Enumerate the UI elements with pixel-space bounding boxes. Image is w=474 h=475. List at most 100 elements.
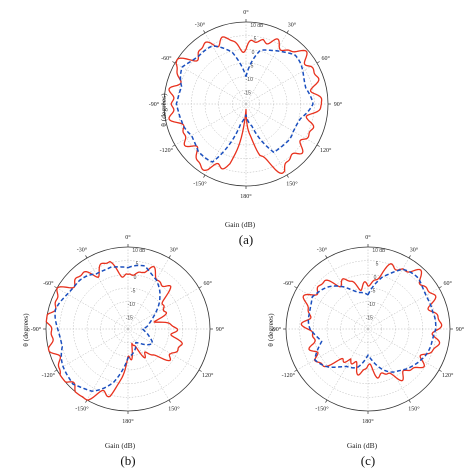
angle-tick-mark — [325, 399, 328, 403]
grid-circle — [86, 287, 170, 371]
angle-tick-label: -150° — [193, 181, 207, 188]
radial-tick-label: -15 — [244, 90, 251, 96]
angle-tick-mark — [54, 286, 58, 289]
angle-tick-mark — [54, 369, 58, 372]
angle-tick-label: -30° — [77, 246, 88, 253]
radial-tick-label: 5 — [376, 261, 379, 267]
angle-tick-mark — [198, 286, 202, 289]
radial-tick-label: 0 — [252, 50, 255, 56]
angle-tick-label: -90° — [271, 326, 282, 333]
angle-tick-label: 90° — [334, 101, 343, 108]
angle-tick-mark — [172, 61, 176, 64]
angle-tick-mark — [168, 399, 171, 403]
radial-tick-label: -5 — [371, 288, 376, 294]
grid-circle — [177, 35, 315, 173]
angle-tick-label: 0° — [365, 234, 371, 241]
angle-tick-label: 0° — [125, 234, 131, 241]
gain-label-a: Gain (dB) — [225, 220, 256, 229]
angle-tick-label: -30° — [195, 21, 206, 28]
angle-tick-label: 120° — [202, 372, 214, 379]
radial-tick-label: -10 — [128, 302, 135, 308]
grid-spoke — [56, 328, 129, 371]
theta-label-c: θ (degrees) — [266, 313, 275, 347]
angle-tick-label: 90° — [456, 326, 465, 333]
theta-label-a: θ (degrees) — [159, 93, 168, 127]
series-line-solid — [45, 260, 183, 401]
angle-tick-label: 150° — [286, 181, 298, 188]
angle-tick-mark — [316, 61, 320, 64]
radial-tick-label: 5 — [136, 261, 139, 267]
radial-tick-label: 0 — [374, 275, 377, 281]
gain-label-c: Gain (dB) — [347, 441, 378, 450]
angle-tick-label: -60° — [43, 280, 54, 287]
series-line-solid — [300, 263, 443, 382]
angle-tick-label: 0° — [243, 9, 249, 16]
angle-tick-mark — [294, 286, 298, 289]
angle-tick-mark — [325, 255, 328, 259]
grid-spoke — [86, 328, 129, 401]
angle-tick-mark — [438, 369, 442, 372]
angle-tick-mark — [203, 30, 206, 34]
grid-spoke — [245, 62, 318, 105]
grid-circle — [114, 315, 142, 343]
radial-tick-label: -5 — [131, 288, 136, 294]
angle-tick-label: -120° — [160, 147, 174, 154]
angle-tick-label: -120° — [282, 372, 296, 379]
angle-tick-label: 150° — [168, 406, 180, 413]
angle-tick-mark — [172, 144, 176, 147]
grid-circle — [204, 62, 288, 146]
radial-tick-label: -10 — [246, 77, 253, 83]
radial-tick-label: 10 dB — [132, 248, 146, 254]
angle-tick-label: 180° — [122, 418, 134, 425]
polar-chart-b: 0° 30° 60° 90° 120° 150° 180° -150° -120° -90° -60… — [31, 234, 225, 425]
angle-tick-label: 150° — [408, 406, 420, 413]
angle-tick-label: -150° — [75, 406, 89, 413]
angle-tick-label: 60° — [203, 280, 212, 287]
angle-tick-mark — [408, 399, 411, 403]
angle-tick-label: 60° — [321, 55, 330, 62]
angle-tick-mark — [294, 369, 298, 372]
angle-tick-mark — [286, 30, 289, 34]
angle-tick-label: 120° — [442, 372, 454, 379]
angle-tick-label: 30° — [410, 246, 419, 253]
angle-tick-mark — [85, 255, 88, 259]
angle-tick-label: -60° — [161, 55, 172, 62]
angle-tick-label: 180° — [362, 418, 374, 425]
panel-caption-b: (b) — [120, 453, 135, 468]
polar-chart-c: 0° 30° 60° 90° 120° 150° 180° -150° -120° -90° -60… — [271, 234, 465, 425]
radial-tick-label: 10 dB — [250, 23, 264, 29]
panel-caption-c: (c) — [361, 453, 375, 468]
gain-label-b: Gain (dB) — [105, 441, 136, 450]
angle-tick-label: 30° — [170, 246, 179, 253]
radial-tick-label: -5 — [249, 63, 254, 69]
radial-tick-label: 10 dB — [372, 248, 386, 254]
angle-tick-mark — [316, 144, 320, 147]
angle-tick-label: 30° — [288, 21, 297, 28]
radial-tick-label: -15 — [126, 315, 133, 321]
angle-tick-label: -30° — [317, 246, 328, 253]
angle-tick-label: -150° — [315, 406, 329, 413]
radial-tick-label: 0 — [134, 275, 137, 281]
grid-spoke — [204, 103, 247, 176]
theta-label-b: θ (degrees) — [21, 313, 30, 347]
angle-tick-mark — [168, 255, 171, 259]
radial-tick-label: 5 — [254, 36, 257, 42]
angle-tick-label: 90° — [216, 326, 225, 333]
angle-tick-label: -90° — [149, 101, 160, 108]
series-line-solid — [168, 36, 323, 175]
angle-tick-mark — [408, 255, 411, 259]
grid-circle — [326, 287, 410, 371]
radial-tick-label: -15 — [366, 315, 373, 321]
grid-circle — [59, 260, 197, 398]
angle-tick-mark — [286, 174, 289, 178]
grid-spoke — [326, 328, 369, 401]
angle-tick-label: -60° — [283, 280, 294, 287]
grid-circle — [354, 315, 382, 343]
angle-tick-label: 60° — [443, 280, 452, 287]
polar-chart-a: 0° 30° 60° 90° 120° 150° 180° -150° -120° -90° -60… — [149, 9, 343, 200]
angle-tick-mark — [203, 174, 206, 178]
radial-tick-label: -10 — [368, 302, 375, 308]
angle-tick-label: -90° — [31, 326, 42, 333]
series-line-dashed — [175, 45, 314, 163]
